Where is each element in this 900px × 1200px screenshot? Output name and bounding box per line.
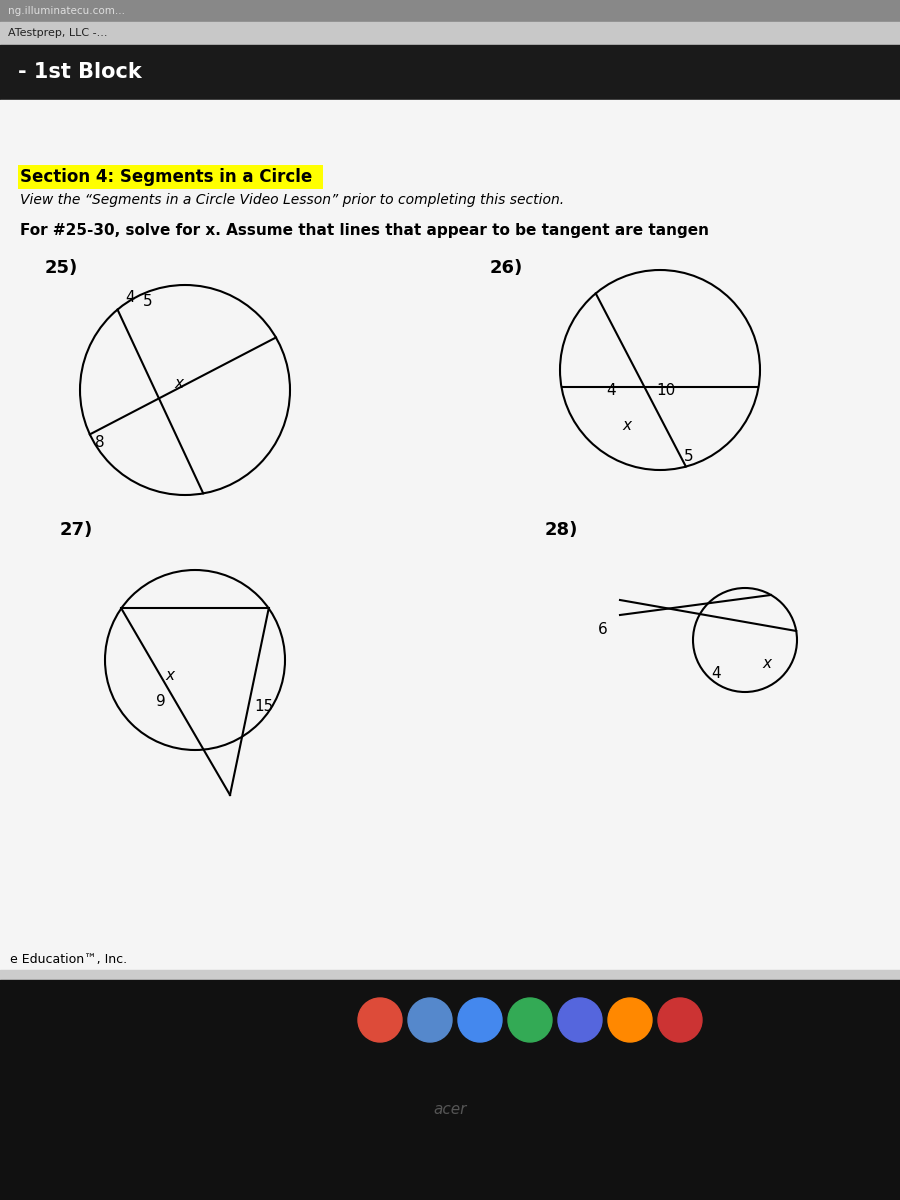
Circle shape — [408, 998, 452, 1042]
Text: 5: 5 — [684, 449, 694, 464]
Circle shape — [358, 998, 402, 1042]
Text: 27): 27) — [60, 521, 94, 539]
Text: 9: 9 — [156, 694, 166, 709]
Text: 8: 8 — [94, 434, 104, 450]
FancyBboxPatch shape — [18, 164, 323, 188]
Text: acer: acer — [433, 1103, 467, 1117]
Circle shape — [558, 998, 602, 1042]
Circle shape — [458, 998, 502, 1042]
Text: 26): 26) — [490, 259, 523, 277]
Text: For #25-30, solve for x. Assume that lines that appear to be tangent are tangen: For #25-30, solve for x. Assume that lin… — [20, 222, 709, 238]
Circle shape — [608, 998, 652, 1042]
Text: 4: 4 — [711, 666, 721, 680]
Circle shape — [508, 998, 552, 1042]
Text: ng.illuminatecu.com...: ng.illuminatecu.com... — [8, 6, 125, 16]
Text: - 1st Block: - 1st Block — [18, 62, 142, 82]
Text: 4: 4 — [607, 383, 616, 398]
Text: 10: 10 — [657, 383, 676, 398]
Text: x: x — [174, 376, 183, 391]
Text: 15: 15 — [255, 700, 274, 714]
Text: 6: 6 — [598, 623, 608, 637]
Text: x: x — [623, 418, 632, 433]
Text: Section 4: Segments in a Circle: Section 4: Segments in a Circle — [20, 168, 312, 186]
Circle shape — [658, 998, 702, 1042]
Text: ATestprep, LLC -...: ATestprep, LLC -... — [8, 28, 107, 38]
Text: 25): 25) — [45, 259, 78, 277]
Text: x: x — [165, 667, 174, 683]
Text: 4: 4 — [125, 290, 135, 305]
Text: 5: 5 — [142, 294, 152, 310]
Text: x: x — [762, 655, 771, 671]
Text: 28): 28) — [545, 521, 579, 539]
Text: View the “Segments in a Circle Video Lesson” prior to completing this section.: View the “Segments in a Circle Video Les… — [20, 193, 564, 206]
Text: e Education™, Inc.: e Education™, Inc. — [10, 954, 127, 966]
